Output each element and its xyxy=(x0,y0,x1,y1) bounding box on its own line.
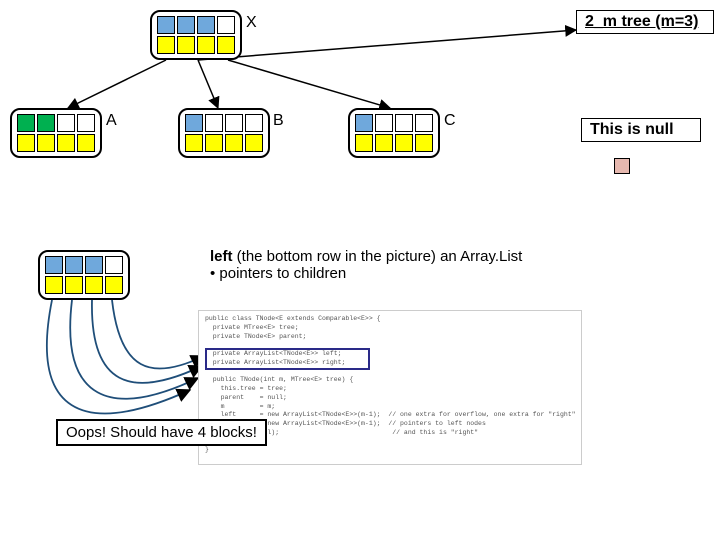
grid-cell xyxy=(185,134,203,152)
grid-cell xyxy=(77,114,95,132)
grid-cell xyxy=(415,134,433,152)
grid-cell xyxy=(45,276,63,294)
grid-cell xyxy=(355,114,373,132)
grid-cell xyxy=(105,276,123,294)
grid-cell xyxy=(157,36,175,54)
grid-cell xyxy=(205,134,223,152)
grid-cell xyxy=(85,276,103,294)
grid-cell xyxy=(65,276,83,294)
tree-node-x xyxy=(150,10,242,60)
tree-node-detached xyxy=(38,250,130,300)
grid-cell xyxy=(245,114,263,132)
tree-node-b xyxy=(178,108,270,158)
grid-cell xyxy=(37,114,55,132)
grid-cell xyxy=(217,36,235,54)
grid-cell xyxy=(375,114,393,132)
grid-cell xyxy=(177,36,195,54)
title-box: 2_m tree (m=3) xyxy=(576,10,714,34)
grid-cell xyxy=(57,114,75,132)
null-cell xyxy=(614,158,630,174)
grid-cell xyxy=(395,134,413,152)
grid-cell xyxy=(17,134,35,152)
grid-cell xyxy=(105,256,123,274)
grid-cell xyxy=(395,114,413,132)
grid-cell xyxy=(355,134,373,152)
tree-node-c xyxy=(348,108,440,158)
grid-cell xyxy=(57,134,75,152)
grid-cell xyxy=(225,114,243,132)
grid-cell xyxy=(415,114,433,132)
description-text: left (the bottom row in the picture) an … xyxy=(210,248,522,282)
grid-cell xyxy=(17,114,35,132)
grid-cell xyxy=(197,36,215,54)
code-highlight-box xyxy=(205,348,370,370)
grid-cell xyxy=(85,256,103,274)
node-label-x: X xyxy=(246,14,257,32)
node-label-c: C xyxy=(444,112,456,130)
grid-cell xyxy=(185,114,203,132)
grid-cell xyxy=(205,114,223,132)
grid-cell xyxy=(177,16,195,34)
grid-cell xyxy=(45,256,63,274)
grid-cell xyxy=(375,134,393,152)
grid-cell xyxy=(65,256,83,274)
grid-cell xyxy=(225,134,243,152)
tree-node-a xyxy=(10,108,102,158)
desc-bold: left xyxy=(210,248,233,265)
null-note: This is null xyxy=(581,118,701,142)
grid-cell xyxy=(37,134,55,152)
grid-cell xyxy=(197,16,215,34)
grid-cell xyxy=(157,16,175,34)
node-label-b: B xyxy=(273,112,284,130)
grid-cell xyxy=(217,16,235,34)
grid-cell xyxy=(245,134,263,152)
grid-cell xyxy=(77,134,95,152)
oops-callout: Oops! Should have 4 blocks! xyxy=(56,419,267,446)
node-label-a: A xyxy=(106,112,117,130)
